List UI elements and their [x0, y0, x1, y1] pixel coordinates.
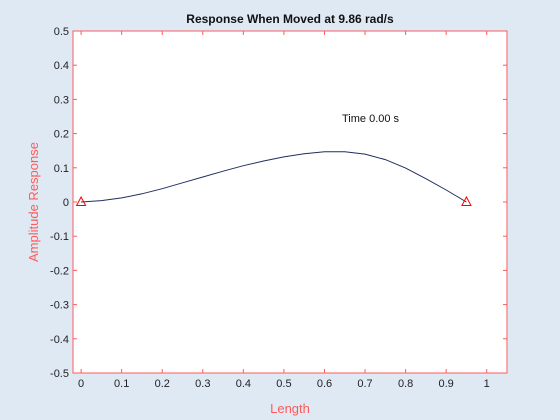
- x-tick-label: 0.1: [114, 378, 129, 390]
- x-axis-label: Length: [270, 401, 310, 416]
- y-tick-label: 0.1: [54, 163, 69, 175]
- x-axis-ticks: 0 0.1 0.2 0.3 0.4 0.5 0.6 0.7 0.8 0.9 1: [78, 31, 490, 390]
- y-axis-ticks: -0.5 -0.4 -0.3 -0.2 -0.1 0 0.1 0.2 0.3 0.4 0.5: [50, 26, 507, 380]
- y-tick-label: 0: [63, 197, 69, 209]
- y-tick-label: -0.2: [50, 265, 69, 277]
- time-annotation: Time 0.00 s: [342, 113, 400, 125]
- x-tick-label: 0.4: [236, 378, 251, 390]
- x-tick-label: 0: [78, 378, 84, 390]
- marker-layer: [75, 195, 472, 206]
- x-tick-label: 0.5: [276, 378, 291, 390]
- x-tick-label: 0.9: [439, 378, 454, 390]
- x-tick-label: 0.8: [398, 378, 413, 390]
- y-tick-label: 0.2: [54, 129, 69, 141]
- x-tick-label: 1: [484, 378, 490, 390]
- plot-area: [72, 30, 508, 374]
- y-axis-label: Amplitude Response: [26, 142, 41, 262]
- y-tick-label: -0.3: [50, 300, 69, 312]
- triangle-marker: [75, 195, 87, 206]
- y-tick-label: 0.5: [54, 26, 69, 38]
- x-tick-label: 0.7: [357, 378, 372, 390]
- y-tick-label: -0.5: [50, 368, 69, 380]
- x-tick-label: 0.2: [155, 378, 170, 390]
- y-tick-label: 0.4: [54, 60, 69, 72]
- y-tick-label: -0.4: [50, 334, 69, 346]
- chart-title: Response When Moved at 9.86 rad/s: [186, 12, 394, 26]
- series-line: [81, 151, 467, 203]
- y-tick-label: -0.1: [50, 231, 69, 243]
- x-tick-label: 0.3: [195, 378, 210, 390]
- series-layer: [81, 151, 467, 203]
- y-tick-label: 0.3: [54, 94, 69, 106]
- triangle-marker: [461, 195, 472, 206]
- x-tick-label: 0.6: [317, 378, 332, 390]
